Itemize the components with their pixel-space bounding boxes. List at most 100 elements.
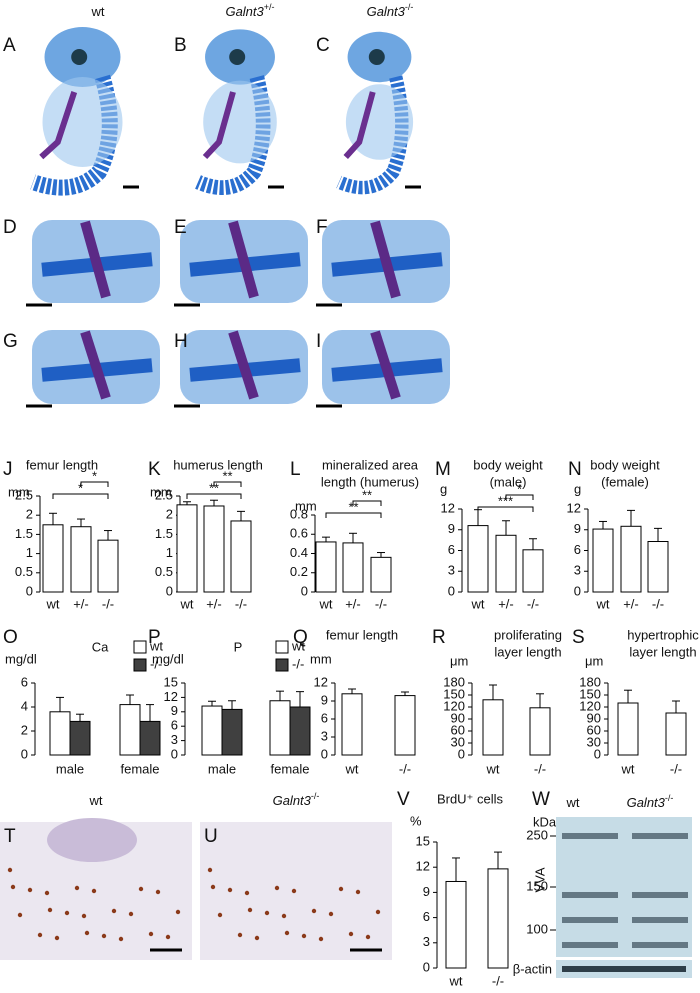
panel-letter: N bbox=[568, 459, 582, 480]
chart-title: femur length bbox=[26, 457, 98, 472]
bar bbox=[394, 695, 416, 756]
bar bbox=[665, 712, 687, 756]
y-tick-label: 0.5 bbox=[155, 564, 173, 579]
panel-letter: R bbox=[432, 627, 446, 648]
brdu-positive-cell bbox=[148, 931, 154, 937]
x-tick-label: male bbox=[56, 761, 84, 776]
x-tick-label: +/- bbox=[623, 596, 639, 611]
panel-letter: K bbox=[148, 459, 161, 480]
brdu-positive-cell bbox=[375, 909, 381, 915]
brdu-positive-cell bbox=[247, 907, 253, 913]
error-bar bbox=[654, 527, 662, 542]
loading-label: β-actin bbox=[513, 961, 552, 976]
genotype-label: wt bbox=[91, 4, 105, 19]
error-bar bbox=[208, 700, 216, 707]
significance-bracket bbox=[186, 493, 242, 499]
bar bbox=[487, 868, 509, 969]
y-tick-label: 0.4 bbox=[290, 545, 308, 560]
brdu-positive-cell bbox=[338, 886, 344, 892]
chart-label: Ca bbox=[92, 639, 109, 654]
brdu-positive-cell bbox=[118, 936, 124, 942]
y-tick-label: 3 bbox=[574, 563, 581, 578]
bar bbox=[342, 542, 364, 593]
y-axis-unit: mm bbox=[150, 484, 172, 499]
error-bar bbox=[210, 499, 218, 506]
significance-bracket bbox=[505, 494, 534, 500]
bar bbox=[647, 541, 669, 593]
genotype-label: Galnt3-/- bbox=[627, 793, 674, 810]
error-bar bbox=[76, 713, 84, 722]
y-tick-label: 90 bbox=[587, 710, 601, 725]
x-tick-label: female bbox=[120, 761, 159, 776]
legend-swatch bbox=[133, 658, 147, 672]
brdu-positive-cell bbox=[128, 911, 134, 917]
y-tick-label: 12 bbox=[441, 500, 455, 515]
y-tick-label: 0 bbox=[21, 746, 28, 761]
marrow bbox=[47, 818, 137, 862]
y-tick-label: 9 bbox=[448, 521, 455, 536]
y-tick-label: 2 bbox=[26, 507, 33, 522]
x-tick-label: -/- bbox=[652, 596, 664, 611]
y-tick-label: 0 bbox=[448, 583, 455, 598]
panel-letter: U bbox=[204, 826, 218, 847]
brdu-positive-cell bbox=[318, 936, 324, 942]
bar bbox=[69, 720, 91, 756]
chart-title: BrdU⁺ cells bbox=[437, 791, 504, 806]
genotype-name: wt bbox=[91, 4, 105, 19]
brdu-positive-cell bbox=[84, 930, 90, 936]
panel-letter: G bbox=[3, 331, 18, 352]
error-bar bbox=[672, 700, 680, 713]
error-bar bbox=[627, 509, 635, 527]
error-bar bbox=[183, 501, 191, 505]
brdu-positive-cell bbox=[7, 867, 13, 873]
bar bbox=[315, 541, 337, 593]
y-tick-label: 12 bbox=[416, 859, 430, 874]
brdu-positive-cell bbox=[210, 884, 216, 890]
x-tick-label: wt bbox=[180, 596, 194, 611]
brdu-positive-cell bbox=[291, 888, 297, 894]
y-tick-label: 3 bbox=[321, 728, 328, 743]
bar bbox=[495, 534, 517, 593]
genotype-superscript: -/- bbox=[665, 793, 674, 803]
y-tick-label: 2 bbox=[166, 507, 173, 522]
brdu-positive-cell bbox=[217, 912, 223, 918]
error-bar bbox=[401, 691, 409, 696]
brdu-positive-cell bbox=[254, 935, 260, 941]
blot-band bbox=[562, 833, 618, 839]
genotype-name: Galnt3 bbox=[225, 4, 264, 19]
panel-letter: P bbox=[148, 627, 161, 648]
chart-title: (male) bbox=[490, 474, 527, 489]
skeletal-image bbox=[174, 220, 308, 307]
genotype-name: Galnt3 bbox=[367, 4, 406, 19]
y-tick-label: 12 bbox=[164, 689, 178, 704]
y-tick-label: 9 bbox=[423, 884, 430, 899]
significance-label: ** bbox=[222, 468, 232, 483]
x-tick-label: wt bbox=[621, 761, 635, 776]
panel-letter: J bbox=[3, 459, 13, 480]
y-tick-label: 60 bbox=[587, 722, 601, 737]
x-tick-label: +/- bbox=[206, 596, 222, 611]
brdu-positive-cell bbox=[47, 907, 53, 913]
brdu-positive-cell bbox=[237, 932, 243, 938]
y-tick-label: 3 bbox=[448, 563, 455, 578]
bar bbox=[230, 520, 252, 593]
y-tick-label: 6 bbox=[448, 542, 455, 557]
blot-band bbox=[632, 917, 688, 923]
marker-label: 250 bbox=[526, 827, 548, 842]
cartilage bbox=[228, 330, 259, 400]
x-tick-label: +/- bbox=[345, 596, 361, 611]
panel-letter: C bbox=[316, 35, 330, 56]
blot-band bbox=[562, 942, 618, 948]
chart-title: proliferating bbox=[494, 627, 562, 642]
significance-bracket bbox=[352, 500, 382, 506]
legend-swatch bbox=[275, 658, 289, 672]
y-tick-label: 0 bbox=[458, 746, 465, 761]
brdu-positive-cell bbox=[207, 867, 213, 873]
genotype-name: wt bbox=[89, 793, 103, 808]
legend-label: wt bbox=[291, 638, 305, 653]
brdu-positive-cell bbox=[155, 889, 161, 895]
blot-band bbox=[562, 917, 618, 923]
brdu-positive-cell bbox=[365, 934, 371, 940]
x-tick-label: female bbox=[270, 761, 309, 776]
cartilage bbox=[80, 220, 111, 299]
